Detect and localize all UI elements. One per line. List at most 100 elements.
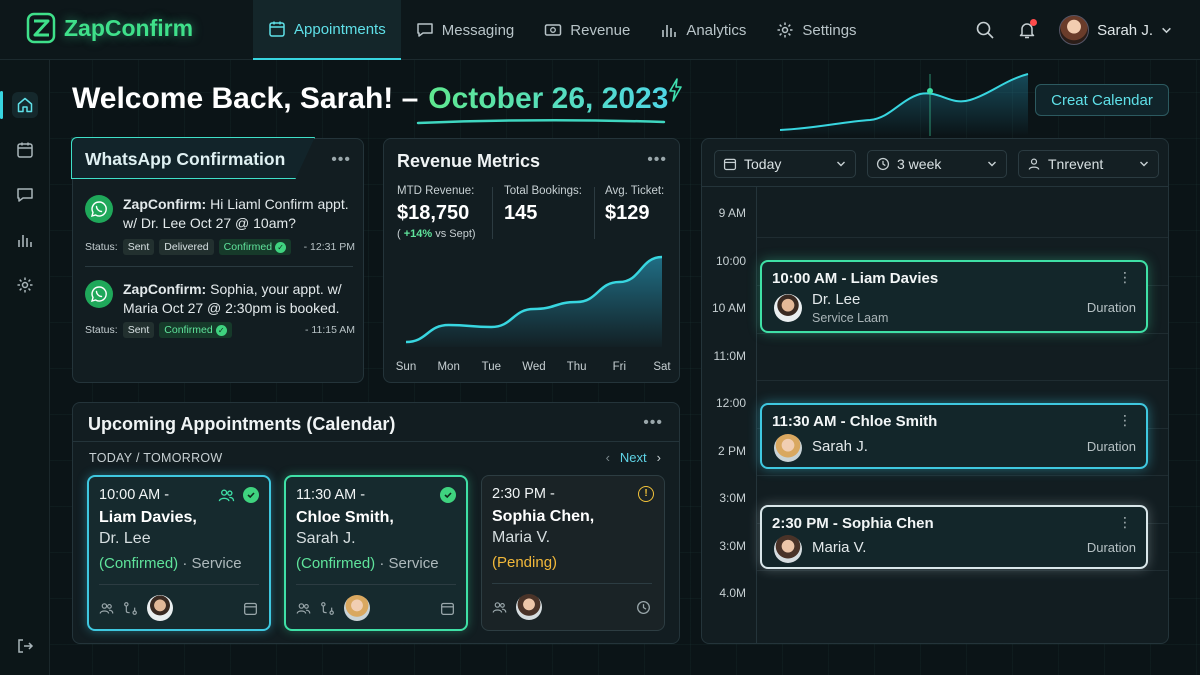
sidebar-item-home[interactable] xyxy=(12,92,38,118)
card-footer xyxy=(296,595,456,621)
metric-label: Avg. Ticket: xyxy=(605,185,665,197)
more-options-button[interactable]: ••• xyxy=(647,151,667,168)
provider-name: Sarah J. xyxy=(296,530,356,547)
select-value: Tnrevent xyxy=(1048,156,1104,172)
chevron-left-icon[interactable]: ‹ xyxy=(605,450,610,465)
divider xyxy=(99,584,259,585)
group-icon xyxy=(492,602,507,613)
calendar-icon xyxy=(723,158,737,171)
pending-alert-icon: ! xyxy=(638,486,654,502)
card-footer xyxy=(492,594,652,620)
card-title: Upcoming Appointments (Calendar) xyxy=(88,414,396,434)
message-status: Status: Sent Delivered Confirmed ✓ - 12:3… xyxy=(85,239,355,255)
page-title: Welcome Back, Sarah! – October 26, 2023 xyxy=(72,82,668,116)
select-value: 3 week xyxy=(897,156,942,172)
change-value: +14% xyxy=(403,228,433,240)
main-nav: Appointments Messaging Revenue Analytics… xyxy=(253,0,872,60)
nav-label: Settings xyxy=(802,21,857,39)
appointment-card[interactable]: 10:00 AM - Liam Davies, Dr. Lee (Confirm… xyxy=(87,475,271,631)
divider xyxy=(73,441,679,442)
avatar xyxy=(774,294,802,322)
create-calendar-button[interactable]: Creat Calendar xyxy=(1035,84,1169,116)
time-label: 3:0M xyxy=(719,491,746,505)
metric-label: Total Bookings: xyxy=(504,185,582,197)
brand-logo[interactable]: ZapConfirm xyxy=(26,12,193,44)
appointment-time: 10:00 AM - xyxy=(99,487,170,503)
notifications-button[interactable] xyxy=(1017,19,1038,40)
chevron-down-icon xyxy=(1162,27,1171,33)
message-body: Sophia, your appt. w/ Maria Oct 27 @ 2:3… xyxy=(123,281,342,316)
more-options-button[interactable]: ••• xyxy=(331,151,351,168)
bell-icon xyxy=(1019,23,1035,39)
nav-messaging[interactable]: Messaging xyxy=(401,0,530,60)
sidebar-item-analytics[interactable] xyxy=(12,227,38,253)
message-sender: ZapConfirm: xyxy=(123,196,207,212)
message-text: ZapConfirm: Sophia, your appt. w/ Maria … xyxy=(123,280,359,318)
service-text: · Service xyxy=(375,555,439,572)
date-filter-select[interactable]: Today xyxy=(714,150,856,178)
time-column: 9 AM 10:00 10 AM 11:0M 12:00 2 PM 3:0M 3… xyxy=(702,187,757,643)
appointment-card[interactable]: 11:30 AM - Chloe Smith, Sarah J. (Confir… xyxy=(284,475,468,631)
status-chip-sent: Sent xyxy=(122,239,155,255)
time-label: 3:0M xyxy=(719,539,746,553)
appointment-card[interactable]: 2:30 PM - ! Sophia Chen, Maria V. (Pendi… xyxy=(481,475,665,631)
lightning-icon xyxy=(669,78,682,102)
more-options-button[interactable]: ••• xyxy=(643,414,663,431)
event-filter-select[interactable]: Tnrevent xyxy=(1018,150,1159,178)
whatsapp-icon xyxy=(85,280,113,308)
schedule-event[interactable]: 2:30 PM - Sophia Chen ⋮ Maria V. Duratio… xyxy=(760,505,1148,569)
revenue-metrics-card: Revenue Metrics ••• MTD Revenue: $18,750… xyxy=(383,138,680,383)
chart-series-line xyxy=(405,255,663,344)
grid-line xyxy=(757,237,1168,238)
user-menu[interactable]: Sarah J. xyxy=(1059,15,1172,45)
avatar xyxy=(1059,15,1090,45)
schedule-event[interactable]: 11:30 AM - Chloe Smith ⋮ Sarah J. Durati… xyxy=(760,403,1148,469)
metric-value: 145 xyxy=(504,202,538,224)
nav-label: Revenue xyxy=(570,21,631,39)
calendar-icon xyxy=(244,602,257,615)
avatar xyxy=(344,595,370,621)
provider-name: Dr. Lee xyxy=(99,530,151,547)
route-icon xyxy=(124,602,137,615)
event-service: Service Laam xyxy=(812,311,889,325)
sidebar-item-messages[interactable] xyxy=(12,182,38,208)
event-more-button[interactable]: ⋮ xyxy=(1118,412,1132,428)
group-icon xyxy=(218,489,235,502)
message-time: - 11:15 AM xyxy=(305,324,355,336)
divider xyxy=(296,584,456,585)
schedule-event[interactable]: 10:00 AM - Liam Davies ⋮ Dr. Lee Service… xyxy=(760,260,1148,333)
whatsapp-icon xyxy=(85,195,113,223)
search-button[interactable] xyxy=(975,20,995,40)
next-link[interactable]: Next xyxy=(619,450,647,465)
metric-separator xyxy=(594,187,595,239)
nav-appointments[interactable]: Appointments xyxy=(253,0,401,60)
sidebar-item-calendar[interactable] xyxy=(12,137,38,163)
notification-dot xyxy=(1030,19,1038,26)
message-sender: ZapConfirm: xyxy=(123,281,207,297)
grid-line xyxy=(757,475,1168,476)
avatar xyxy=(516,594,542,620)
event-more-button[interactable]: ⋮ xyxy=(1118,269,1132,285)
chevron-down-icon xyxy=(1140,161,1148,167)
appointment-time: 2:30 PM - xyxy=(492,486,555,502)
sidebar-item-settings[interactable] xyxy=(12,272,38,298)
change-suffix: vs Sept) xyxy=(432,228,476,240)
nav-settings[interactable]: Settings xyxy=(761,0,871,60)
status-label: Status: xyxy=(85,324,118,336)
nav-revenue[interactable]: Revenue xyxy=(529,0,645,60)
message-time: - 12:31 PM xyxy=(303,241,355,253)
divider xyxy=(492,583,652,584)
range-filter-select[interactable]: 3 week xyxy=(867,150,1007,178)
whatsapp-confirmation-card: WhatsApp Confirmation ••• ZapConfirm: Hi… xyxy=(71,137,364,383)
event-more-button[interactable]: ⋮ xyxy=(1118,514,1132,530)
search-icon xyxy=(976,21,994,39)
sidebar-item-logout[interactable] xyxy=(12,633,38,659)
grid-line xyxy=(757,570,1168,571)
chevron-right-icon[interactable]: › xyxy=(656,450,661,465)
patient-name: Liam Davies, xyxy=(99,509,197,526)
clock-icon xyxy=(876,157,890,171)
calendar-icon xyxy=(269,21,285,37)
chat-icon xyxy=(416,23,433,37)
nav-analytics[interactable]: Analytics xyxy=(645,0,761,60)
section-subtitle: TODAY / TOMORROW xyxy=(89,451,223,465)
